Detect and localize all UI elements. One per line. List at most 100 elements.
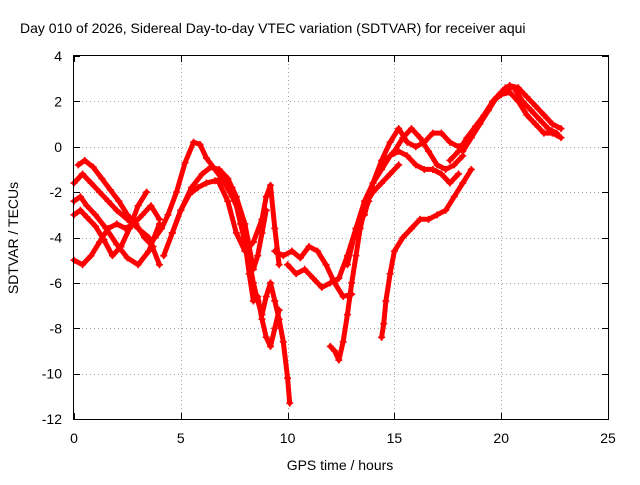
data-point-marker (132, 220, 140, 228)
data-point-marker (497, 91, 505, 99)
data-point-marker (399, 234, 407, 241)
data-point-marker (369, 179, 377, 187)
data-point-marker (185, 190, 193, 198)
data-point-marker (433, 161, 441, 169)
y-tick-label: -2 (50, 184, 63, 200)
data-point-marker (536, 116, 544, 124)
data-point-marker (241, 238, 249, 246)
data-point-marker (258, 229, 266, 237)
plot-frame (73, 55, 609, 420)
series-line-pass-14 (327, 198, 372, 363)
data-point-marker (74, 161, 82, 169)
data-point-marker (91, 211, 99, 219)
data-point-marker (275, 306, 283, 314)
data-point-marker (228, 184, 236, 192)
data-point-marker (326, 279, 334, 287)
data-point-marker (211, 177, 219, 185)
data-point-marker (301, 265, 309, 273)
data-point-marker (403, 138, 411, 146)
data-point-marker (168, 229, 176, 237)
y-tick-label: -12 (42, 411, 62, 427)
data-point-marker (557, 125, 565, 133)
x-tick-label: 15 (387, 430, 403, 446)
data-point-marker (318, 283, 326, 291)
data-point-marker (160, 252, 168, 260)
data-point-marker (476, 120, 484, 128)
data-point-marker (489, 97, 497, 105)
data-point-marker (147, 202, 155, 210)
data-point-marker (386, 270, 394, 278)
data-point-marker (115, 197, 123, 205)
data-point-marker (386, 138, 394, 146)
data-point-marker (155, 215, 163, 223)
data-point-marker (81, 156, 89, 164)
data-point-marker (416, 134, 424, 142)
data-point-marker (506, 88, 514, 96)
data-point-marker (96, 188, 104, 196)
data-point-marker (437, 170, 445, 178)
data-point-marker (314, 247, 322, 255)
data-point-marker (262, 333, 270, 341)
data-point-marker (467, 134, 475, 142)
data-point-marker (390, 147, 398, 155)
data-point-marker (158, 224, 166, 232)
data-point-marker (501, 84, 509, 92)
series-line-pass-9 (216, 180, 282, 268)
data-point-marker (390, 247, 398, 255)
data-point-marker (155, 261, 163, 269)
x-tick-label: 20 (493, 430, 509, 446)
data-point-marker (151, 234, 159, 241)
data-point-marker (258, 315, 266, 323)
data-point-marker (386, 170, 394, 178)
data-point-marker (262, 193, 270, 201)
data-point-marker (557, 134, 565, 142)
data-point-marker (450, 193, 458, 201)
data-point-marker (437, 129, 445, 137)
data-point-marker (123, 254, 131, 262)
data-point-marker (459, 147, 467, 155)
data-point-marker (450, 161, 458, 169)
data-point-marker (454, 170, 462, 178)
data-point-marker (258, 215, 266, 223)
data-point-marker (442, 165, 450, 173)
data-point-marker (403, 152, 411, 160)
data-point-marker (87, 179, 95, 187)
data-point-marker (134, 202, 142, 210)
data-point-marker (123, 211, 131, 219)
data-point-marker (215, 179, 223, 187)
data-point-marker (79, 170, 87, 178)
data-point-marker (245, 261, 253, 269)
data-point-marker (267, 342, 275, 350)
data-point-marker (224, 197, 232, 205)
data-point-marker (145, 247, 153, 255)
data-point-marker (279, 338, 287, 346)
y-tick-label: 2 (54, 93, 62, 109)
data-point-marker (425, 215, 433, 223)
data-point-marker (335, 274, 343, 282)
data-point-marker (343, 261, 351, 269)
data-point-marker (76, 193, 84, 201)
data-point-marker (249, 283, 257, 291)
data-point-marker (288, 247, 296, 255)
y-tick-label: -6 (50, 275, 63, 291)
data-point-marker (484, 106, 492, 114)
data-point-marker (279, 252, 287, 260)
data-point-marker (254, 252, 262, 260)
data-point-marker (433, 211, 441, 219)
series-line-pass-10 (242, 239, 293, 406)
data-point-marker (104, 224, 112, 232)
data-point-marker (284, 261, 292, 269)
data-point-marker (108, 252, 116, 260)
data-point-marker (305, 243, 313, 251)
data-point-marker (286, 399, 294, 407)
data-point-marker (181, 159, 189, 167)
data-point-marker (420, 165, 428, 173)
data-point-marker (173, 188, 181, 196)
data-point-marker (232, 229, 240, 237)
data-point-marker (425, 147, 433, 155)
data-point-marker (407, 224, 415, 232)
data-point-marker (267, 279, 275, 287)
data-point-marker (326, 342, 334, 350)
x-tick-label: 0 (70, 430, 78, 446)
